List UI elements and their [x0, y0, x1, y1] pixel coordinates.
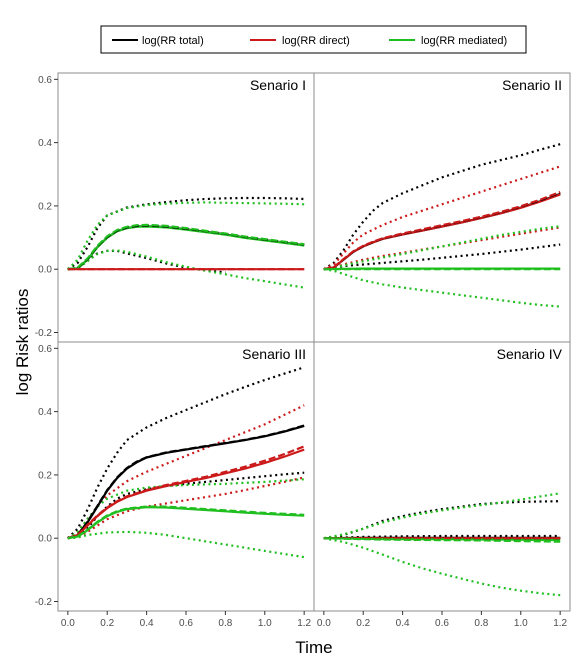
panel-scenario-1: Senario I [57, 72, 315, 343]
panel-frame [313, 72, 571, 343]
y-tick-label: 0.6 [38, 75, 52, 86]
legend-label-total: log(RR total) [142, 35, 204, 47]
series-line-dotted [67, 196, 305, 271]
panel-scenario-3: Senario III [57, 341, 315, 612]
series-line-solid [323, 193, 561, 271]
series-line-dotted [323, 143, 561, 271]
x-tick-label: 1.0 [258, 618, 272, 629]
panel-title: Senario I [250, 77, 306, 93]
series-line-dashed [67, 424, 305, 540]
y-axis-title: log Risk ratios [13, 289, 32, 396]
series-line-dashed [67, 505, 305, 540]
legend-label-mediated: log(RR mediated) [421, 35, 507, 47]
series-line-dotted [67, 201, 305, 270]
series-layer [323, 143, 561, 308]
series-line-dotted [67, 366, 305, 539]
x-axis-title: Time [295, 638, 332, 657]
series-line-dotted [323, 500, 561, 540]
series-layer [67, 196, 305, 289]
y-tick-label: 0.2 [38, 201, 52, 212]
y-tick-label: -0.2 [35, 597, 53, 608]
y-tick-label: 0.6 [38, 344, 52, 355]
x-tick-label: 0.6 [179, 618, 193, 629]
x-tick-label: 1.2 [553, 618, 567, 629]
series-line-dotted [67, 249, 305, 289]
panel-frame [313, 341, 571, 612]
series-line-dotted [323, 492, 561, 540]
y-tick-label: 0.0 [38, 534, 52, 545]
x-tick-label: 0.2 [356, 618, 370, 629]
series-line-dashed [67, 445, 305, 540]
x-tick-label: 0.2 [100, 618, 114, 629]
x-tick-label: 0.8 [218, 618, 232, 629]
series-line-dotted [67, 530, 305, 559]
x-tick-label: 0.0 [317, 618, 331, 629]
series-layer [67, 366, 305, 559]
series-line-dotted [323, 268, 561, 308]
series-line-dashed [67, 223, 305, 271]
panel-title: Senario II [502, 77, 562, 93]
y-tick-label: 0.2 [38, 470, 52, 481]
x-tick-label: 0.6 [435, 618, 449, 629]
series-line-solid [323, 537, 561, 542]
legend-label-direct: log(RR direct) [282, 35, 350, 47]
panel-frame [57, 341, 315, 612]
panel-scenario-2: Senario II [313, 72, 571, 343]
series-line-dotted [323, 537, 561, 597]
x-tick-label: 1.0 [514, 618, 528, 629]
x-tick-label: 0.4 [396, 618, 410, 629]
series-layer [323, 492, 561, 597]
series-line-dotted [67, 476, 305, 540]
y-tick-label: -0.2 [35, 328, 53, 339]
x-tick-label: 0.8 [474, 618, 488, 629]
x-tick-label: 1.2 [297, 618, 311, 629]
series-line-dotted [323, 165, 561, 271]
panel-title: Senario IV [497, 346, 563, 362]
axes-layer: -0.2 0.0 0.2 0.4 0.6 -0.2 0.0 0.2 0.4 0.6 0.0 0.2 0.… [35, 75, 568, 629]
x-tick-label: 0.0 [61, 618, 75, 629]
panel-title: Senario III [242, 346, 306, 362]
y-tick-label: 0.0 [38, 265, 52, 276]
panel-scenario-4: Senario IV [313, 341, 571, 612]
legend-box [100, 25, 527, 54]
y-tick-label: 0.4 [38, 407, 52, 418]
legend: log(RR total) log(RR direct) log(RR medi… [100, 25, 527, 54]
y-tick-label: 0.4 [38, 138, 52, 149]
series-line-dotted [323, 225, 561, 271]
x-tick-label: 0.4 [140, 618, 154, 629]
panel-frame [57, 72, 315, 343]
